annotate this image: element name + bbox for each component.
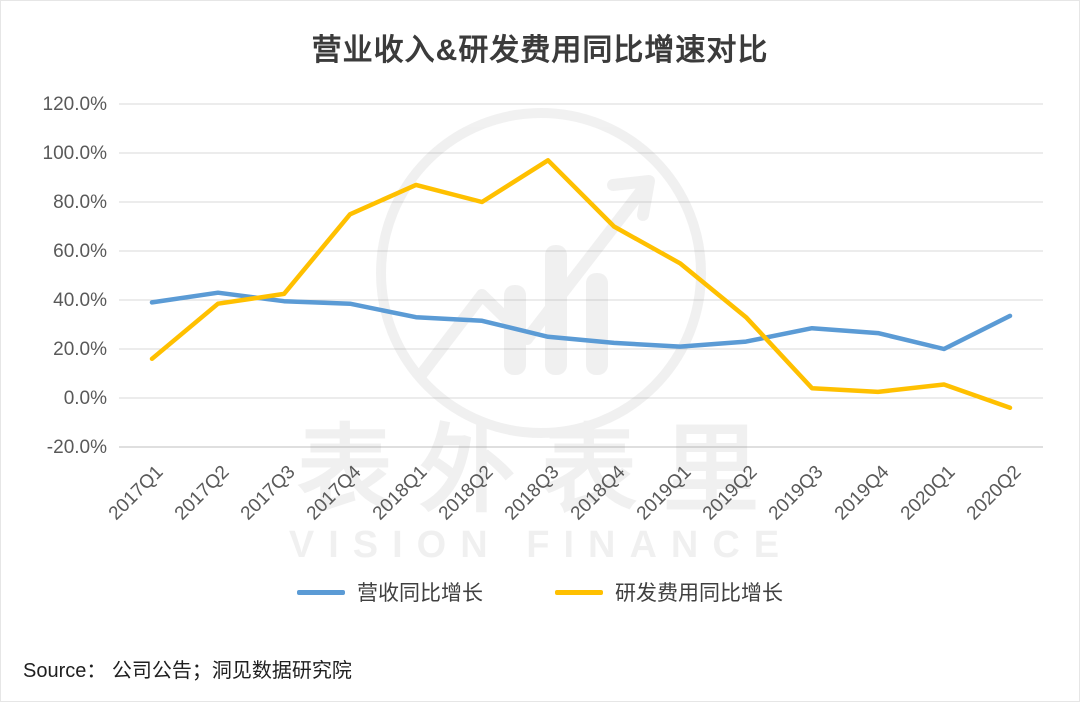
x-tick-label: 2017Q1	[105, 462, 168, 525]
legend-label-revenue: 营收同比增长	[357, 582, 483, 605]
watermark-text-en: VISION FINANCE	[289, 524, 793, 565]
line-chart: 表外表里 VISION FINANCE 120.0% 100.0% 80.0% 60.…	[43, 94, 1043, 566]
x-tick-label: 2019Q4	[831, 461, 894, 524]
y-tick-label: -20.0%	[47, 437, 107, 458]
x-tick-label: 2020Q2	[963, 462, 1026, 525]
watermark-circle	[376, 108, 706, 438]
y-tick-label: 80.0%	[53, 192, 107, 213]
x-tick-label: 2017Q2	[171, 462, 234, 525]
y-tick-label: 120.0%	[43, 94, 108, 115]
watermark-arrow-icon	[415, 175, 655, 381]
series-line-1	[149, 158, 1013, 411]
legend-line-swatch-rnd	[555, 589, 603, 595]
legend-line-swatch-revenue	[297, 589, 345, 595]
series-lines	[149, 158, 1013, 411]
source-note: Source： 公司公告；洞见数据研究院	[23, 660, 352, 682]
watermark-bar	[586, 273, 608, 375]
chart-title: 营业收入&研发费用同比增速对比	[311, 34, 769, 67]
series-line-0	[149, 290, 1013, 352]
x-tick-label: 2020Q1	[897, 462, 960, 525]
legend-item-revenue: 营收同比增长	[297, 577, 483, 607]
legend-item-rnd: 研发费用同比增长	[555, 577, 783, 607]
y-tick-label: 100.0%	[43, 143, 108, 164]
watermark-text-cn: 表外表里	[297, 417, 785, 524]
y-tick-label: 0.0%	[64, 388, 107, 409]
x-tick-label: 2017Q3	[237, 462, 300, 525]
legend-label-rnd: 研发费用同比增长	[615, 582, 783, 605]
watermark-bar	[545, 245, 567, 375]
y-tick-label: 20.0%	[53, 339, 107, 360]
y-tick-label: 40.0%	[53, 290, 107, 311]
y-tick-label: 60.0%	[53, 241, 107, 262]
chart-legend: 营收同比增长 研发费用同比增长	[1, 572, 1079, 612]
watermark-logo: 表外表里 VISION FINANCE	[289, 108, 793, 566]
